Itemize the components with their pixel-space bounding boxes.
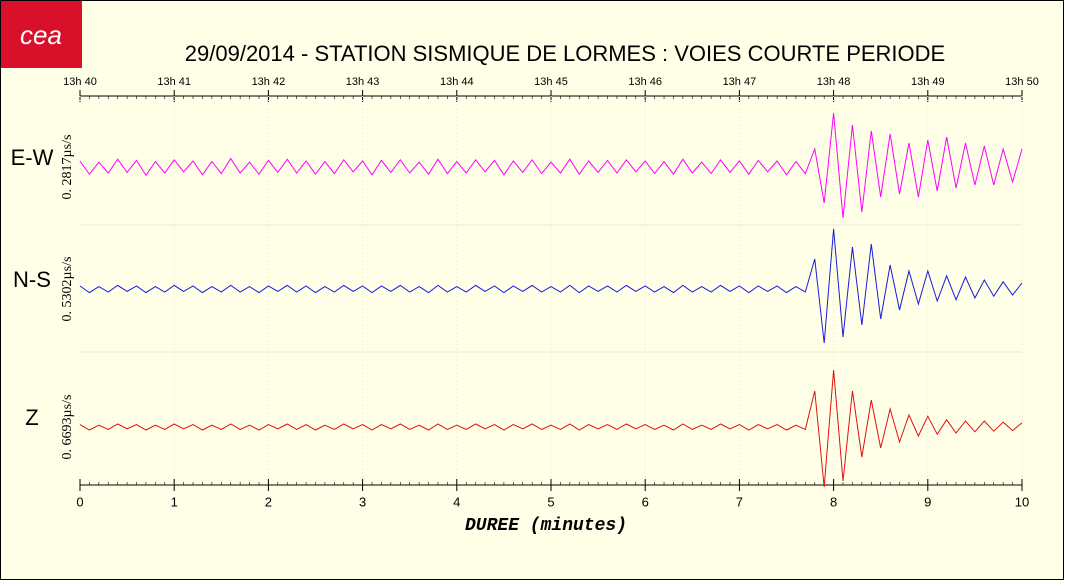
x-tick-label: 1 [171, 494, 178, 509]
trace [79, 228, 1023, 344]
x-tick-label: 8 [830, 494, 837, 509]
top-tick-label: 13h 40 [63, 76, 97, 88]
x-tick-label: 2 [265, 494, 272, 509]
trace [79, 112, 1023, 219]
scale-label: 0. 5302µs/s [60, 257, 75, 322]
x-tick-label: 6 [642, 494, 649, 509]
top-tick-label: 13h 42 [252, 76, 286, 88]
x-tick-label: 9 [924, 494, 931, 509]
x-axis-label: DUREE (minutes) [465, 516, 627, 536]
top-tick-label: 13h 45 [534, 76, 568, 88]
x-tick-label: 5 [547, 494, 554, 509]
top-tick-label: 13h 49 [911, 76, 945, 88]
top-tick-label: 13h 48 [817, 76, 851, 88]
top-tick-label: 13h 50 [1005, 76, 1039, 88]
top-tick-label: 13h 47 [723, 76, 757, 88]
chart-title: 29/09/2014 - STATION SISMIQUE DE LORMES … [185, 41, 945, 66]
trace-name: E-W [11, 145, 54, 170]
trace-name: N-S [13, 267, 51, 292]
x-tick-label: 4 [453, 494, 460, 509]
x-tick-label: 3 [359, 494, 366, 509]
scale-label: 0. 2817µs/s [60, 135, 75, 200]
trace [79, 369, 1023, 488]
trace-name: Z [25, 405, 38, 430]
logo-box [1, 1, 82, 68]
top-tick-label: 13h 44 [440, 76, 474, 88]
logo-text: cea [20, 20, 62, 50]
top-tick-label: 13h 41 [157, 76, 191, 88]
top-tick-label: 13h 46 [628, 76, 662, 88]
x-tick-label: 7 [736, 494, 743, 509]
scale-label: 0. 6693µs/s [60, 395, 75, 460]
x-tick-label: 0 [76, 494, 83, 509]
top-tick-label: 13h 43 [346, 76, 380, 88]
x-tick-label: 10 [1015, 494, 1029, 509]
